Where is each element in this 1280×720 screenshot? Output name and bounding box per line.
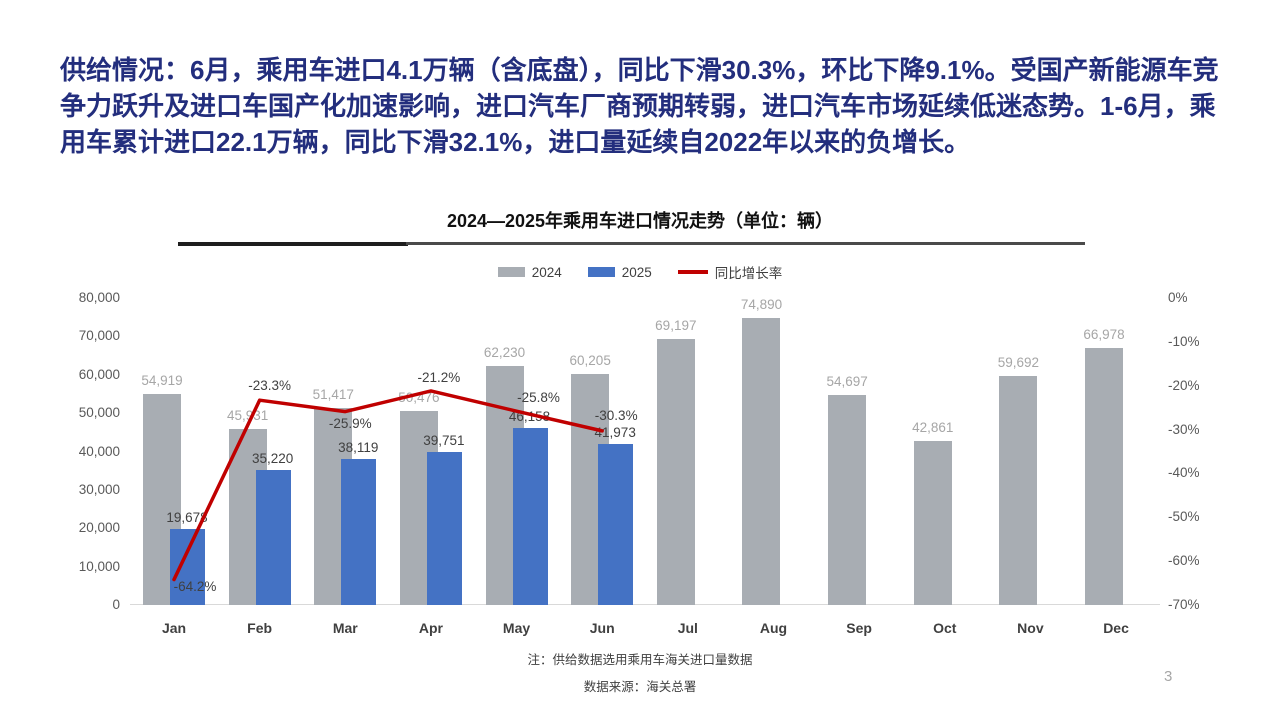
growth-label-feb: -23.3% — [248, 378, 292, 394]
bar-label-2024-jan: 54,919 — [141, 373, 183, 389]
legend-item-growth-rate: 同比增长率 — [677, 262, 783, 282]
bar-label-2025-apr: 39,751 — [423, 433, 465, 449]
title-divider-dark-segment — [178, 242, 408, 246]
legend-label-2025: 2025 — [621, 264, 652, 280]
y-axis-label-right: -50% — [1168, 509, 1200, 525]
bar-label-2025-feb: 35,220 — [251, 450, 294, 466]
bar-2024-oct — [913, 440, 952, 605]
x-axis-baseline — [130, 604, 1160, 605]
y-axis-label-right: -10% — [1168, 333, 1200, 349]
y-axis-label-right: -30% — [1168, 421, 1200, 437]
growth-label-mar: -25.9% — [328, 415, 372, 431]
y-axis-label-left: 40,000 — [78, 443, 120, 459]
x-axis-label-dec: Dec — [1103, 620, 1129, 636]
legend-swatch-2024 — [497, 267, 525, 277]
bar-2025-jun — [598, 443, 634, 605]
y-axis-label-left: 10,000 — [78, 558, 120, 574]
y-axis-label-right: 0% — [1168, 290, 1188, 305]
x-axis-label-aug: Aug — [759, 620, 788, 636]
x-axis-label-sep: Sep — [846, 620, 872, 636]
bar-2024-dec — [1085, 347, 1124, 605]
bar-label-2024-aug: 74,890 — [740, 296, 783, 312]
legend-label-2024: 2024 — [531, 264, 562, 280]
chart-title: 2024—2025年乘用车进口情况走势（单位：辆） — [446, 211, 834, 231]
legend-line-swatch-growth-rate — [677, 270, 708, 274]
y-axis-label-left: 50,000 — [78, 405, 120, 421]
legend-label-growth-rate: 同比增长率 — [714, 266, 783, 281]
slide-header-text: 供给情况：6月，乘用车进口4.1万辆（含底盘），同比下滑30.3%，环比下降9.… — [60, 55, 1219, 157]
title-divider-light-segment — [406, 242, 1085, 245]
legend-swatch-2025 — [587, 267, 615, 277]
x-axis-label-may: May — [502, 620, 531, 636]
y-axis-label-right: -70% — [1168, 597, 1200, 612]
y-axis-label-left: 70,000 — [78, 328, 120, 344]
bar-label-2024-dec: 66,978 — [1083, 326, 1125, 342]
data-source-note: 数据来源：海关总署 — [583, 680, 697, 694]
x-axis-label-jul: Jul — [677, 620, 698, 636]
growth-label-apr: -21.2% — [417, 369, 461, 385]
growth-label-may: -25.8% — [517, 390, 560, 406]
legend-item-2025: 2025 — [587, 264, 652, 280]
bar-label-2024-apr: 50,476 — [398, 390, 440, 406]
bar-2024-sep — [828, 395, 867, 605]
bar-label-2025-mar: 38,119 — [338, 439, 379, 455]
bar-2025-mar — [341, 458, 377, 605]
y-axis-label-left: 20,000 — [78, 520, 120, 536]
x-axis-label-mar: Mar — [332, 620, 358, 636]
bar-label-2024-jun: 60,205 — [569, 352, 611, 368]
bar-label-2025-may: 46,158 — [508, 408, 551, 424]
bar-label-2024-oct: 42,861 — [912, 419, 954, 435]
page-number: 3 — [1164, 668, 1173, 685]
bar-2024-jul — [656, 339, 695, 605]
y-axis-label-left: 80,000 — [78, 290, 120, 305]
y-axis-label-right: -40% — [1168, 465, 1200, 481]
bar-label-2025-jun: 41,973 — [594, 424, 636, 440]
legend-item-2024: 2024 — [497, 264, 562, 280]
y-axis-label-right: -20% — [1168, 377, 1200, 393]
x-axis-label-jan: Jan — [161, 620, 187, 636]
chart-note: 注：供给数据选用乘用车海关进口量数据 — [527, 653, 753, 667]
bar-label-2024-sep: 54,697 — [826, 374, 868, 390]
x-axis-label-apr: Apr — [418, 620, 443, 636]
bar-2024-aug — [742, 317, 781, 605]
bar-2025-may — [512, 427, 548, 605]
y-axis-label-left: 30,000 — [78, 481, 120, 497]
x-axis-label-jun: Jun — [589, 620, 615, 636]
y-axis-label-right: -60% — [1168, 553, 1200, 569]
bar-label-2024-may: 62,230 — [483, 345, 526, 361]
x-axis-label-nov: Nov — [1017, 620, 1044, 636]
chart-legend: 2024 2025 同比增长率 — [0, 262, 1280, 282]
y-axis-label-left: 0 — [112, 597, 120, 612]
growth-label-jan: -64.2% — [173, 578, 217, 594]
bar-2025-feb — [255, 469, 291, 605]
x-axis-label-oct: Oct — [933, 620, 957, 636]
bar-label-2024-jul: 69,197 — [655, 318, 697, 334]
growth-label-jun: -30.3% — [594, 407, 638, 423]
bar-label-2024-nov: 59,692 — [997, 354, 1040, 370]
bar-2024-nov — [999, 375, 1038, 605]
bar-label-2025-jan: 19,678 — [166, 510, 208, 526]
y-axis-label-left: 60,000 — [78, 366, 120, 382]
x-axis-label-feb: Feb — [247, 620, 273, 636]
bar-label-2024-feb: 45,931 — [226, 407, 269, 423]
bar-2025-apr — [426, 452, 462, 605]
